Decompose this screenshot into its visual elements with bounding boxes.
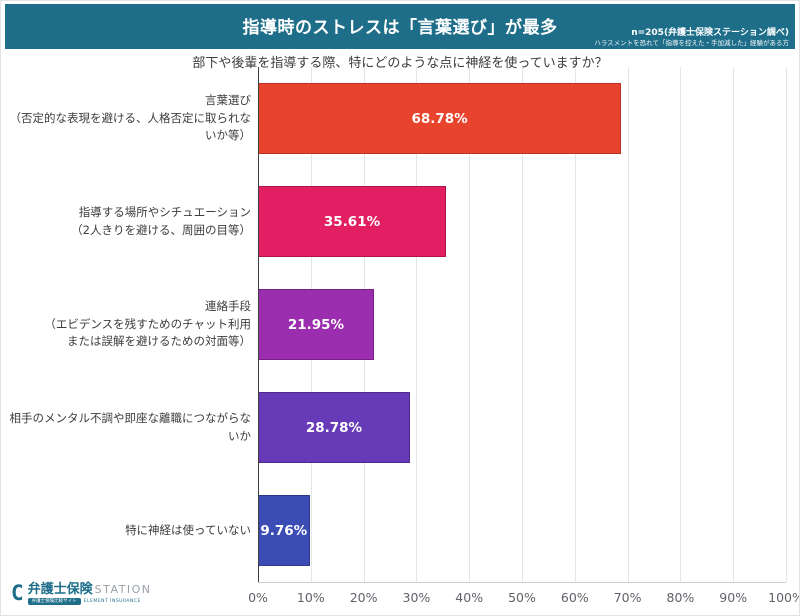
- gridline: [416, 67, 418, 582]
- survey-notes: n=205(弁護士保険ステーション調べ) ハラスメントを恐れて「指導を控えた・手…: [594, 28, 789, 47]
- logo-station-text: STATION: [94, 583, 152, 596]
- chat-bubble-c-icon: C: [11, 581, 24, 605]
- x-tick-label: 50%: [508, 590, 536, 605]
- bar-2: 21.95%: [258, 289, 374, 360]
- gridline: [574, 67, 576, 582]
- gridline: [627, 67, 629, 582]
- gridline: [733, 67, 735, 582]
- plot-area: 68.78% 35.61% 21.95% 28.78% 9.76%: [258, 67, 787, 583]
- respondent-note: ハラスメントを恐れて「指導を控えた・手加減した」経験がある方: [594, 38, 789, 47]
- x-tick-label: 60%: [560, 590, 589, 605]
- bar-value-label: 35.61%: [323, 213, 381, 230]
- bar-value-label: 28.78%: [305, 419, 363, 436]
- gridline: [680, 67, 682, 582]
- x-tick-label: 40%: [455, 590, 484, 605]
- category-labels: 言葉選び （否定的な表現を避ける、人格否定に取られないか等） 指導する場所やシチュエ…: [7, 67, 252, 582]
- x-tick-label: 30%: [402, 590, 431, 605]
- header-background: [5, 4, 795, 49]
- footer-logo: C 弁護士保険 STATION 弁護士保険比較サイト ELEMENT INSUR…: [11, 583, 152, 609]
- bar-4: 9.76%: [258, 495, 310, 566]
- x-tick-label: 10%: [296, 590, 325, 605]
- category-label-2: 連絡手段 （エビデンスを残すためのチャット利用 または誤解を避けるための対面等）: [44, 298, 251, 349]
- sample-size-note: n=205(弁護士保険ステーション調べ): [631, 27, 789, 38]
- y-axis-line: [258, 67, 259, 582]
- gridline: [786, 67, 787, 582]
- header-banner: 指導時のストレスは「言葉選び」が最多 n=205(弁護士保険ステーション調べ) …: [5, 4, 795, 49]
- bar-value-label: 9.76%: [260, 522, 308, 539]
- bar-value-label: 68.78%: [411, 110, 468, 127]
- bar-value-label: 21.95%: [287, 316, 345, 333]
- logo-text: 弁護士保険 STATION 弁護士保険比較サイト ELEMENT INSURAN…: [27, 582, 152, 606]
- x-axis: 0% 10% 20% 30% 40% 50% 60% 70% 80% 90% 100%: [248, 587, 799, 605]
- category-label-3: 相手のメンタル不調や即座な離職につながらないか: [9, 410, 252, 443]
- chart-question: 部下や後輩を指導する際、特にどのような点に神経を使っていますか？: [192, 56, 608, 71]
- bar-3: 28.78%: [258, 392, 410, 463]
- gridline: [469, 67, 471, 582]
- category-label-0: 言葉選び （否定的な表現を避ける、人格否定に取られないか等）: [9, 92, 252, 143]
- x-tick-label: 90%: [719, 590, 748, 605]
- logo-badge: 弁護士保険比較サイト: [27, 598, 81, 606]
- bar-1: 35.61%: [258, 186, 447, 257]
- x-tick-label: 80%: [666, 590, 695, 605]
- category-label-1: 指導する場所やシチュエーション （2人きりを避ける、周囲の目等）: [71, 204, 251, 237]
- logo-brand-name: 弁護士保険: [27, 582, 93, 597]
- logo-badge-sub: ELEMENT INSURANCE: [83, 599, 141, 605]
- main-title: 指導時のストレスは「言葉選び」が最多: [242, 18, 558, 38]
- x-tick-label: 70%: [613, 590, 642, 605]
- x-tick-label: 100%: [768, 590, 799, 605]
- x-tick-label: 0%: [248, 590, 268, 605]
- x-tick-label: 20%: [349, 590, 378, 605]
- bar-0: 68.78%: [258, 83, 622, 154]
- gridline: [522, 67, 523, 582]
- category-label-4: 特に神経は使っていない: [125, 522, 251, 537]
